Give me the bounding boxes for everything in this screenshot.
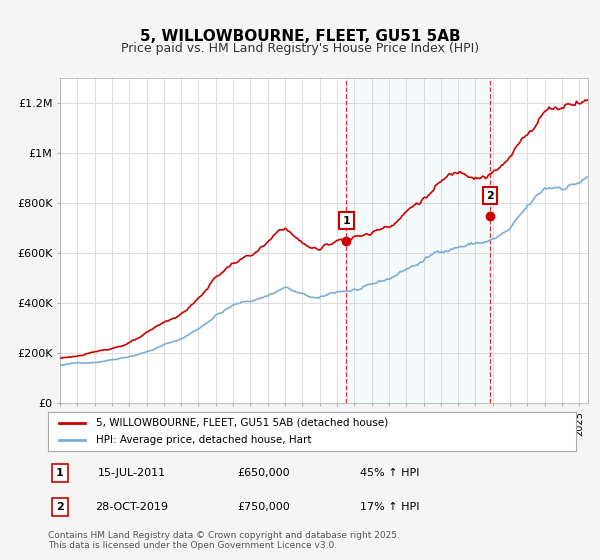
Text: 2: 2 — [486, 191, 494, 201]
Text: 5, WILLOWBOURNE, FLEET, GU51 5AB (detached house): 5, WILLOWBOURNE, FLEET, GU51 5AB (detach… — [95, 418, 388, 428]
Text: 28-OCT-2019: 28-OCT-2019 — [95, 502, 169, 512]
Text: 45% ↑ HPI: 45% ↑ HPI — [360, 468, 420, 478]
Text: £650,000: £650,000 — [238, 468, 290, 478]
Text: 1: 1 — [56, 468, 64, 478]
Bar — [346, 78, 490, 403]
Text: HPI: Average price, detached house, Hart: HPI: Average price, detached house, Hart — [95, 435, 311, 445]
Text: 17% ↑ HPI: 17% ↑ HPI — [360, 502, 420, 512]
Text: 2: 2 — [56, 502, 64, 512]
Text: Price paid vs. HM Land Registry's House Price Index (HPI): Price paid vs. HM Land Registry's House … — [121, 42, 479, 55]
Text: 15-JUL-2011: 15-JUL-2011 — [98, 468, 166, 478]
Text: 1: 1 — [343, 216, 350, 226]
Text: Contains HM Land Registry data © Crown copyright and database right 2025.
This d: Contains HM Land Registry data © Crown c… — [48, 530, 400, 550]
Text: 5, WILLOWBOURNE, FLEET, GU51 5AB: 5, WILLOWBOURNE, FLEET, GU51 5AB — [140, 29, 460, 44]
Text: £750,000: £750,000 — [238, 502, 290, 512]
